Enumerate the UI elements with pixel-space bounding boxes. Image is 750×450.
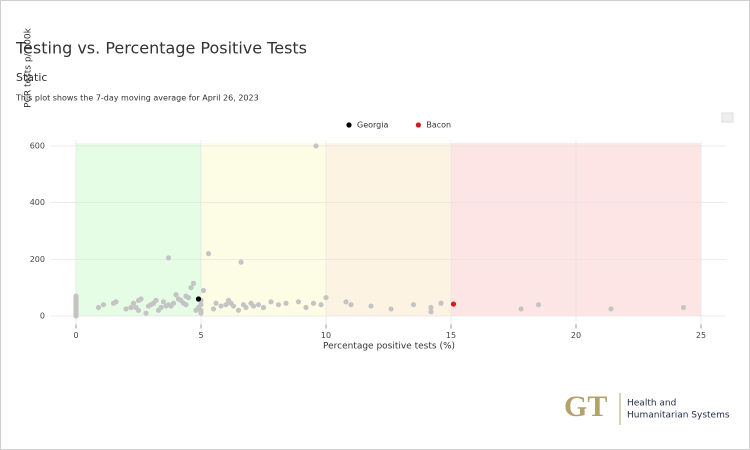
point <box>205 251 212 257</box>
logo-text: Humanitarian Systems <box>627 411 730 421</box>
point <box>135 307 142 313</box>
y-tick-label: 600 <box>30 141 45 150</box>
point <box>303 304 309 311</box>
point <box>170 300 177 306</box>
point <box>195 296 202 302</box>
point <box>218 303 224 309</box>
point <box>680 304 687 311</box>
point <box>210 306 217 312</box>
point <box>268 299 274 305</box>
x-tick-label: 25 <box>696 331 706 340</box>
legend-label: Bacon <box>426 121 451 130</box>
point <box>518 306 524 312</box>
point <box>165 255 172 261</box>
y-tick-label: 200 <box>30 255 45 264</box>
point <box>428 309 434 315</box>
point <box>243 304 249 311</box>
y-tick-label: 400 <box>30 198 45 207</box>
point <box>95 304 102 311</box>
point <box>323 294 329 301</box>
point <box>388 306 394 312</box>
zone <box>201 143 326 316</box>
point <box>295 299 302 305</box>
point <box>250 303 257 309</box>
point <box>173 292 179 298</box>
point <box>255 302 262 308</box>
point <box>200 287 207 294</box>
point <box>73 293 79 299</box>
legend-marker <box>346 122 352 128</box>
point <box>235 307 242 313</box>
point <box>113 299 119 305</box>
legend-label: Georgia <box>357 121 388 130</box>
y-axis-label: PCR tests p/ 100k <box>24 27 34 107</box>
x-tick-label: 5 <box>198 331 203 340</box>
logo-mark: GT <box>564 390 607 423</box>
point <box>238 259 244 265</box>
x-tick-label: 20 <box>571 331 581 340</box>
point <box>138 296 144 302</box>
point <box>535 302 542 308</box>
x-tick-label: 10 <box>321 331 331 340</box>
point <box>190 280 197 287</box>
logo-text: Health and <box>627 399 676 409</box>
legend-marker <box>415 122 421 128</box>
point <box>128 304 134 311</box>
point <box>223 302 229 308</box>
point <box>275 302 282 308</box>
point <box>143 310 149 316</box>
subtitle: Static <box>16 71 47 84</box>
x-axis-label: Percentage positive tests (%) <box>323 342 455 352</box>
zone <box>326 143 451 316</box>
toolbar-icon[interactable] <box>721 112 734 123</box>
point <box>230 303 237 309</box>
point <box>343 299 349 305</box>
x-tick-label: 15 <box>446 331 456 340</box>
zone <box>76 143 201 316</box>
point <box>608 306 614 312</box>
point <box>318 302 324 308</box>
point <box>188 285 194 291</box>
point <box>410 302 417 308</box>
point <box>185 294 192 301</box>
point <box>123 306 129 312</box>
point <box>313 143 319 149</box>
point <box>260 304 267 311</box>
point <box>310 300 317 306</box>
point <box>368 303 374 309</box>
point <box>450 301 457 307</box>
point <box>100 302 107 308</box>
point <box>130 300 137 306</box>
point <box>153 297 159 304</box>
point <box>348 302 354 308</box>
point <box>160 299 167 305</box>
point <box>213 300 219 306</box>
point <box>158 304 164 311</box>
point <box>198 302 204 308</box>
description: This plot shows the 7-day moving average… <box>15 94 259 103</box>
point <box>283 300 289 306</box>
point <box>183 302 189 308</box>
title: Testing vs. Percentage Positive Tests <box>15 39 307 58</box>
point <box>198 310 204 316</box>
point <box>438 300 444 306</box>
point <box>428 304 434 311</box>
y-tick-label: 0 <box>40 311 45 320</box>
x-tick-label: 0 <box>73 331 78 340</box>
